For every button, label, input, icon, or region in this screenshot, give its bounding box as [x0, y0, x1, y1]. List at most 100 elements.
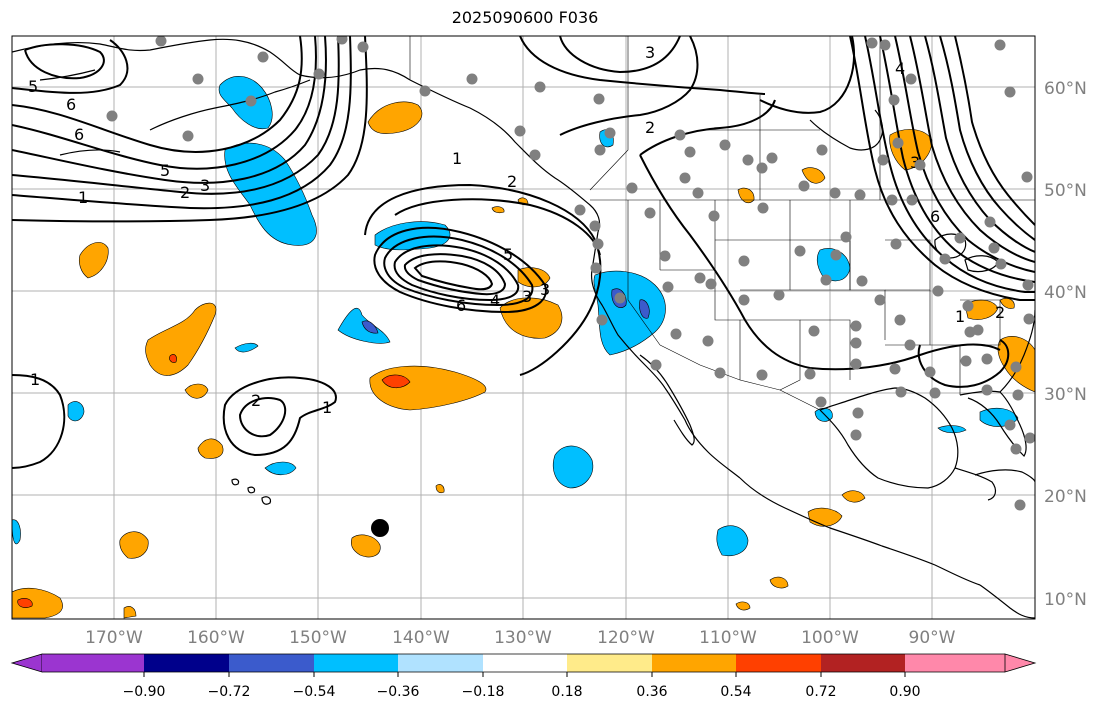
- colorbar-extend-high: [1004, 653, 1037, 673]
- station-marker: [905, 73, 917, 85]
- station-marker: [766, 152, 778, 164]
- station-marker: [984, 216, 996, 228]
- station-marker: [888, 94, 900, 106]
- station-marker: [419, 85, 431, 97]
- colorbar-tick-label: −0.72: [208, 684, 251, 700]
- shaded-anomaly-fields: [12, 76, 1035, 619]
- contour-label: 6: [74, 125, 84, 144]
- political-borders: [409, 36, 1035, 411]
- colorbar-tick-label: 0.36: [636, 684, 667, 700]
- longitude-tick-labels: 170°W 160°W 150°W 140°W 130°W 120°W 110°…: [85, 628, 956, 648]
- positive-anomaly-region: [367, 101, 423, 134]
- contour-label: 5: [503, 245, 513, 264]
- station-marker: [590, 262, 602, 274]
- contour-label: 4: [895, 59, 905, 78]
- station-marker: [742, 154, 754, 166]
- station-marker: [815, 396, 827, 408]
- station-marker: [514, 125, 526, 137]
- lat-tick-label: 40°N: [1044, 283, 1087, 303]
- colorbar-extend-low: [10, 653, 43, 673]
- station-marker: [756, 162, 768, 174]
- positive-anomaly-region: [435, 484, 445, 494]
- negative-anomaly-region: [234, 342, 259, 353]
- station-marker: [939, 253, 951, 265]
- station-marker: [589, 220, 601, 232]
- negative-anomaly-region: [716, 525, 749, 557]
- contour-label: 2: [995, 303, 1005, 322]
- station-marker: [702, 335, 714, 347]
- station-marker: [890, 238, 902, 250]
- special-location-marker: [371, 519, 389, 537]
- station-marker: [856, 275, 868, 287]
- station-marker: [850, 429, 862, 441]
- station-marker: [808, 325, 820, 337]
- negative-anomaly-region: [361, 320, 379, 334]
- positive-anomaly-region: [769, 576, 789, 589]
- station-marker: [1024, 432, 1035, 444]
- station-marker: [257, 51, 269, 63]
- station-marker: [1010, 443, 1022, 455]
- station-marker: [313, 68, 325, 80]
- contour-label: 3: [540, 280, 550, 299]
- station-marker: [534, 81, 546, 93]
- station-marker: [757, 202, 769, 214]
- station-marker: [594, 144, 606, 156]
- station-markers: [106, 36, 1035, 511]
- contour-label: 5: [28, 77, 38, 96]
- station-marker: [650, 359, 662, 371]
- colorbar-tick-label: 0.90: [889, 684, 920, 700]
- station-marker: [889, 363, 901, 375]
- station-marker: [604, 127, 616, 139]
- station-marker: [708, 210, 720, 222]
- station-marker: [738, 294, 750, 306]
- positive-anomaly-region: [491, 206, 505, 214]
- positive-anomaly-region: [350, 534, 381, 558]
- lat-tick-label: 10°N: [1044, 590, 1087, 610]
- contour-label: 3: [200, 176, 210, 195]
- colorbar-bin: [652, 654, 736, 672]
- positive-anomaly-region: [499, 297, 563, 339]
- station-marker: [816, 144, 828, 156]
- station-marker: [840, 231, 852, 243]
- station-marker: [684, 146, 696, 158]
- station-marker: [850, 337, 862, 349]
- negative-anomaly-region: [67, 401, 85, 422]
- positive-anomaly-region: [197, 438, 224, 459]
- station-marker: [662, 281, 674, 293]
- colorbar-tick-label: −0.90: [123, 684, 166, 700]
- station-marker: [674, 129, 686, 141]
- contour-label: 1: [322, 398, 332, 417]
- station-marker: [155, 36, 167, 47]
- station-marker: [466, 73, 478, 85]
- station-marker: [1004, 86, 1016, 98]
- station-marker: [830, 249, 842, 261]
- colorbar-tick-label: −0.54: [293, 684, 336, 700]
- colorbar-bin: [567, 654, 652, 672]
- station-marker: [596, 314, 608, 326]
- negative-anomaly-region: [224, 142, 317, 246]
- lat-tick-label: 30°N: [1044, 385, 1087, 405]
- negative-anomaly-region: [639, 299, 650, 319]
- positive-anomaly-region: [169, 354, 177, 363]
- lon-tick-label: 120°W: [597, 628, 655, 648]
- station-marker: [705, 278, 717, 290]
- station-marker: [932, 285, 944, 297]
- station-marker: [964, 326, 976, 338]
- station-marker: [929, 387, 941, 399]
- station-marker: [692, 187, 704, 199]
- station-marker: [981, 353, 993, 365]
- station-marker: [1021, 171, 1033, 183]
- contour-labels: 5 6 6 5 2 3 1 1 2 3 5 6 4 3 1 2 1 2 3 2 …: [28, 43, 1005, 417]
- map-title: 2025090600 F036: [451, 8, 599, 27]
- colorbar-tick-label: −0.18: [462, 684, 505, 700]
- station-marker: [106, 110, 118, 122]
- station-marker: [960, 355, 972, 367]
- station-marker: [1004, 419, 1016, 431]
- station-marker: [820, 274, 832, 286]
- negative-anomaly-region: [264, 461, 297, 476]
- lat-tick-label: 60°N: [1044, 79, 1087, 99]
- colorbar-bin: [229, 654, 314, 672]
- station-marker: [626, 182, 638, 194]
- station-marker: [894, 314, 906, 326]
